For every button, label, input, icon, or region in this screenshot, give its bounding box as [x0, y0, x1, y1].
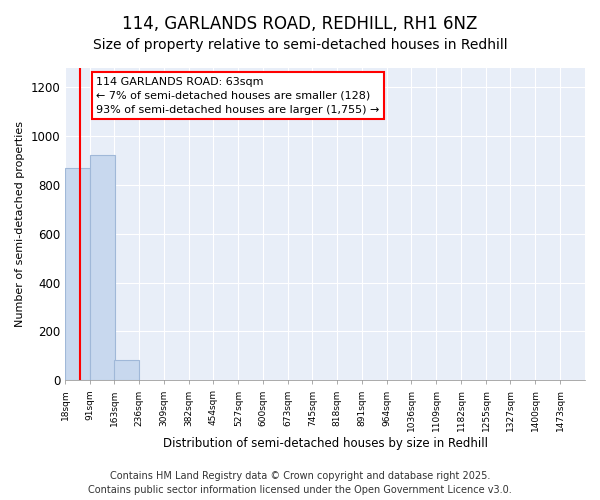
Y-axis label: Number of semi-detached properties: Number of semi-detached properties: [15, 121, 25, 327]
Text: Contains HM Land Registry data © Crown copyright and database right 2025.
Contai: Contains HM Land Registry data © Crown c…: [88, 471, 512, 495]
Bar: [65, 168, 90, 380]
Text: 114 GARLANDS ROAD: 63sqm
← 7% of semi-detached houses are smaller (128)
93% of s: 114 GARLANDS ROAD: 63sqm ← 7% of semi-de…: [97, 77, 380, 115]
X-axis label: Distribution of semi-detached houses by size in Redhill: Distribution of semi-detached houses by …: [163, 437, 488, 450]
Text: Size of property relative to semi-detached houses in Redhill: Size of property relative to semi-detach…: [92, 38, 508, 52]
Text: 114, GARLANDS ROAD, REDHILL, RH1 6NZ: 114, GARLANDS ROAD, REDHILL, RH1 6NZ: [122, 15, 478, 33]
Bar: [115, 360, 139, 380]
Bar: [90, 156, 115, 380]
